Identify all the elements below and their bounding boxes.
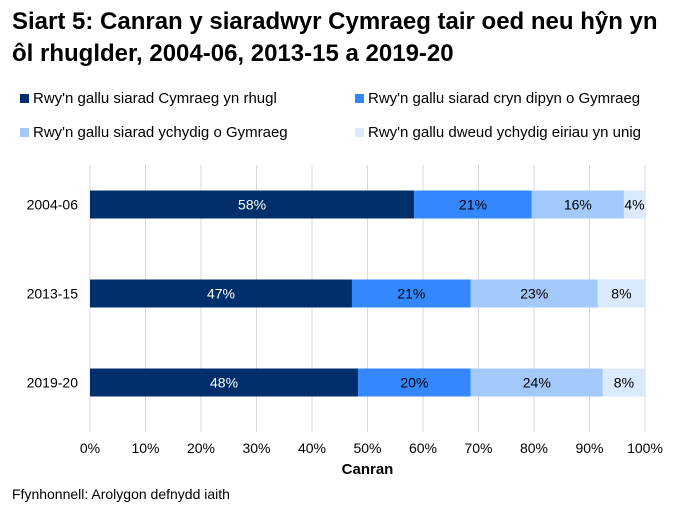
legend-swatch (355, 94, 364, 103)
data-label: 8% (614, 375, 634, 391)
data-label: 8% (611, 286, 631, 302)
y-tick-label: 2013-15 (27, 286, 79, 302)
x-tick-label: 60% (409, 440, 437, 456)
x-axis-title: Canran (342, 461, 394, 478)
x-tick-label: 100% (627, 440, 663, 456)
data-label: 21% (397, 286, 425, 302)
x-tick-label: 70% (464, 440, 492, 456)
bar-segment (414, 190, 532, 219)
x-tick-label: 90% (575, 440, 603, 456)
legend-swatch (20, 128, 29, 137)
y-tick-label: 2004-06 (27, 197, 79, 213)
data-label: 58% (238, 197, 266, 213)
legend-label: Rwy'n gallu siarad Cymraeg yn rhugl (33, 90, 277, 107)
data-label: 48% (210, 375, 238, 391)
data-label: 23% (520, 286, 548, 302)
data-label: 24% (523, 375, 551, 391)
x-tick-label: 80% (520, 440, 548, 456)
bar-segment (470, 279, 598, 308)
x-tick-label: 40% (298, 440, 326, 456)
legend-swatch (355, 128, 364, 137)
legend-item: Rwy'n gallu siarad ychydig o Gymraeg (20, 124, 288, 141)
legend-item: Rwy'n gallu siarad cryn dipyn o Gymraeg (355, 90, 640, 107)
bar-segment (90, 368, 359, 397)
x-tick-label: 50% (353, 440, 381, 456)
bar-segment (623, 190, 645, 219)
bar-segment (597, 279, 645, 308)
legend-label: Rwy'n gallu siarad cryn dipyn o Gymraeg (368, 90, 641, 107)
bar-segment (602, 368, 645, 397)
bar-segment (90, 279, 352, 308)
data-label: 21% (459, 197, 487, 213)
bar-segment (470, 368, 603, 397)
bar-segment (358, 368, 471, 397)
legend-swatch (20, 94, 29, 103)
data-label: 20% (400, 375, 428, 391)
data-label: 16% (564, 197, 592, 213)
x-tick-label: 10% (131, 440, 159, 456)
legend-label: Rwy'n gallu dweud ychydig eiriau yn unig (368, 124, 642, 141)
legend-item: Rwy'n gallu siarad Cymraeg yn rhugl (20, 90, 277, 107)
bar-segment (351, 279, 471, 308)
data-label: 47% (207, 286, 235, 302)
y-tick-label: 2019-20 (27, 375, 79, 391)
x-tick-label: 20% (187, 440, 215, 456)
bar-segment (90, 190, 415, 219)
bar-segment (531, 190, 624, 219)
chart-title: Siart 5: Canran y siaradwyr Cymraeg tair… (12, 8, 658, 67)
x-tick-label: 30% (242, 440, 270, 456)
source-note: Ffynhonnell: Arolygon defnydd iaith (12, 486, 230, 502)
data-label: 4% (624, 197, 644, 213)
legend-item: Rwy'n gallu dweud ychydig eiriau yn unig (355, 124, 641, 141)
legend-label: Rwy'n gallu siarad ychydig o Gymraeg (33, 124, 288, 141)
x-tick-label: 0% (80, 440, 100, 456)
